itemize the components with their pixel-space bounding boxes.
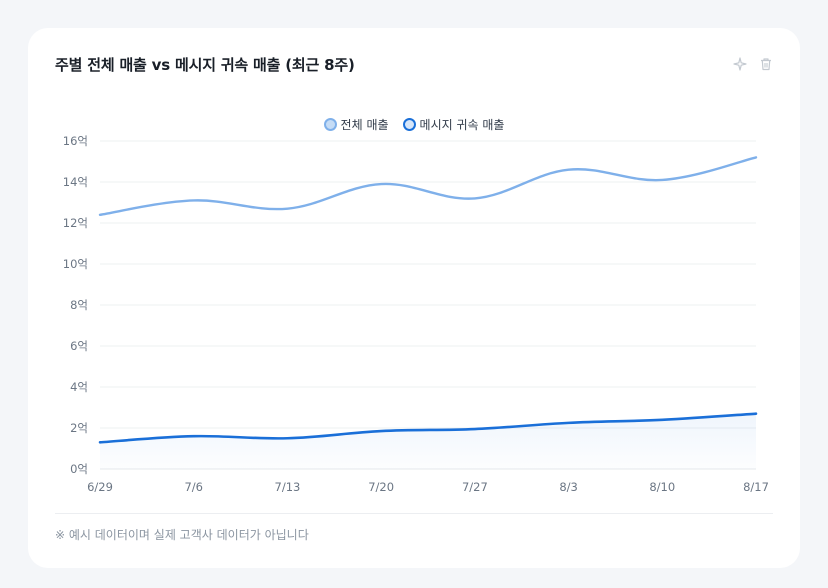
- x-tick-label: 7/6: [184, 480, 203, 494]
- y-tick-label: 8억: [70, 298, 88, 312]
- sparkle-button[interactable]: [732, 56, 748, 72]
- y-tick-label: 10억: [63, 257, 88, 271]
- footer-divider: [55, 513, 773, 514]
- legend-label-total: 전체 매출: [340, 118, 389, 132]
- delete-button[interactable]: [758, 56, 774, 72]
- card-actions: [732, 56, 774, 72]
- legend-swatch-total: [323, 118, 337, 131]
- footnote: ※ 예시 데이터이며 실제 고객사 데이터가 아닙니다: [55, 528, 309, 542]
- y-tick-label: 6억: [70, 339, 88, 353]
- y-tick-label: 12억: [63, 216, 88, 230]
- series-line-message[interactable]: [98, 412, 758, 444]
- legend-item-message[interactable]: 메시지 귀속 매출: [402, 116, 505, 133]
- legend-swatch-message: [402, 118, 416, 131]
- chart-title: 주별 전체 매출 vs 메시지 귀속 매출 (최근 8주): [55, 56, 355, 74]
- series-area-message: [100, 413, 756, 469]
- series-lines: [98, 156, 758, 444]
- area-fill: [100, 413, 756, 469]
- series-line-total[interactable]: [98, 156, 758, 216]
- y-tick-label: 2억: [70, 421, 88, 435]
- legend-label-message: 메시지 귀속 매출: [419, 118, 505, 132]
- x-tick-label: 8/3: [559, 480, 578, 494]
- sparkle-icon: [733, 57, 747, 71]
- x-tick-label: 7/20: [368, 480, 394, 494]
- x-tick-label: 8/10: [649, 480, 675, 494]
- x-axis-ticks: 6/29 7/6 7/13 7/20 7/27 8/3 8/10 8/17: [87, 480, 769, 494]
- legend-item-total[interactable]: 전체 매출: [323, 116, 389, 133]
- trash-icon: [761, 58, 771, 71]
- line-chart: 0억 2억 4억 6억 8억 10억 12억 14억 16억 6/29 7/6 7/13 7/20 7/…: [63, 134, 769, 494]
- x-tick-label: 6/29: [87, 480, 113, 494]
- y-tick-label: 16억: [63, 134, 88, 148]
- x-tick-label: 8/17: [743, 480, 769, 494]
- y-tick-label: 0억: [70, 462, 88, 476]
- chart-card: 주별 전체 매출 vs 메시지 귀속 매출 (최근 8주) 전체 매출 메시지 …: [28, 28, 800, 568]
- chart-legend: 전체 매출 메시지 귀속 매출: [28, 116, 800, 133]
- y-axis-ticks: 0억 2억 4억 6억 8억 10억 12억 14억 16억: [63, 134, 88, 476]
- x-tick-label: 7/13: [275, 480, 301, 494]
- y-tick-label: 4억: [70, 380, 88, 394]
- x-tick-label: 7/27: [462, 480, 488, 494]
- y-tick-label: 14억: [63, 175, 88, 189]
